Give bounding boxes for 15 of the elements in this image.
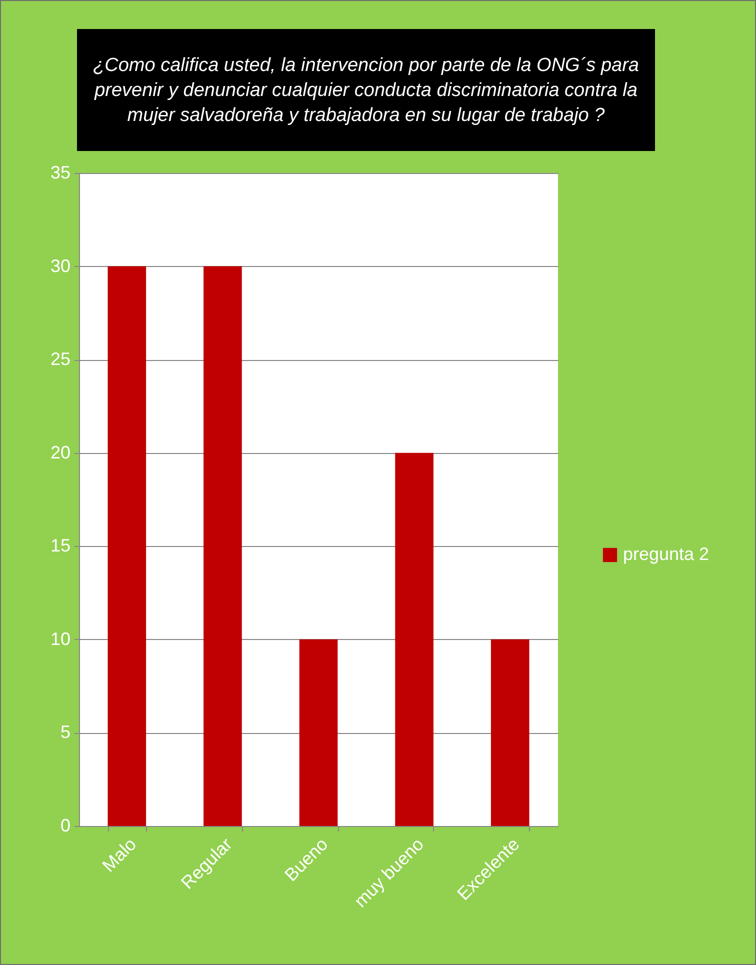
bar bbox=[108, 266, 146, 826]
y-tick-label: 10 bbox=[50, 628, 70, 649]
bar bbox=[395, 452, 434, 826]
y-tick-label: 35 bbox=[50, 162, 70, 182]
y-tick-label: 30 bbox=[50, 256, 70, 276]
y-tick-label: 20 bbox=[50, 442, 70, 462]
bar bbox=[490, 639, 530, 826]
chart-title: ¿Como califica usted, la intervencion por parte de la ONG´s para prevenir y denunciar cualquier conducta discriminatoria contra la mujer salvadoreña y trabajadora en su lugar de trabajo ? bbox=[77, 29, 655, 151]
y-tick-label: 25 bbox=[50, 349, 70, 370]
bar bbox=[204, 266, 242, 826]
y-tick-label: 0 bbox=[60, 816, 70, 836]
bar bbox=[299, 639, 338, 826]
y-tick-label: 15 bbox=[50, 536, 70, 556]
y-tick-label: 5 bbox=[60, 722, 70, 742]
legend-label: pregunta 2 bbox=[623, 544, 710, 564]
